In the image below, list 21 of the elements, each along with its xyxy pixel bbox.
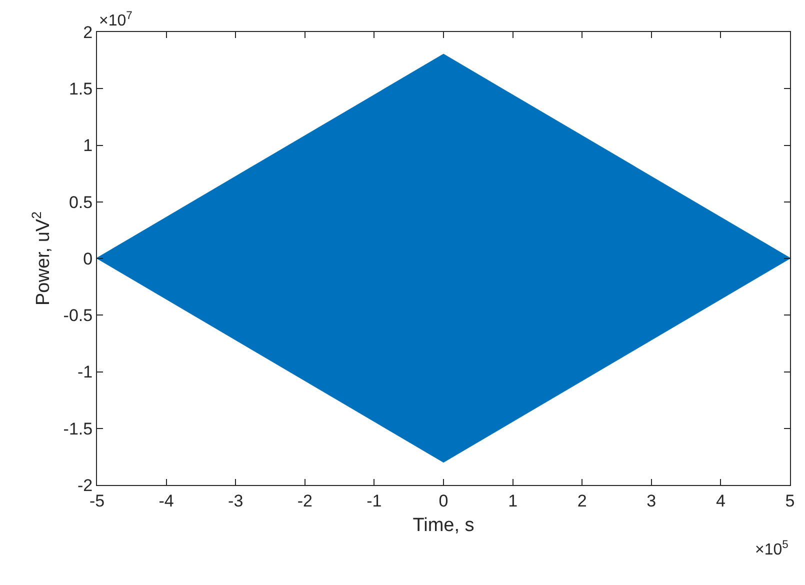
x-tick-label: -4 [158, 491, 174, 510]
x-tick-label: 3 [646, 491, 656, 510]
text: ×10$^{7}$ [99, 10, 132, 30]
x-tick-label: -2 [297, 491, 312, 510]
y-tick-label: 1.5 [68, 80, 93, 99]
x-tick-label: 1 [508, 491, 518, 510]
x-tick-label: 4 [716, 491, 726, 510]
x-tick-label: 5 [785, 491, 795, 510]
x-tick-label: -3 [228, 491, 244, 510]
x-tick-label: -1 [366, 491, 382, 510]
y-tick-label: 0.5 [68, 192, 93, 212]
text: ×10$^{5}$ [755, 539, 788, 559]
y-tick-label: -0.5 [63, 306, 93, 326]
x-axis-title: Time, s [412, 515, 474, 536]
y-tick-label: 1 [83, 136, 93, 156]
y-tick-label: 2 [83, 22, 93, 42]
y-tick-label: -1.5 [63, 419, 93, 438]
y-tick-label: -1 [77, 362, 93, 382]
y-tick-label: 0 [83, 249, 93, 268]
x-tick-label: 2 [577, 491, 587, 510]
x-tick-label: 0 [438, 491, 448, 510]
